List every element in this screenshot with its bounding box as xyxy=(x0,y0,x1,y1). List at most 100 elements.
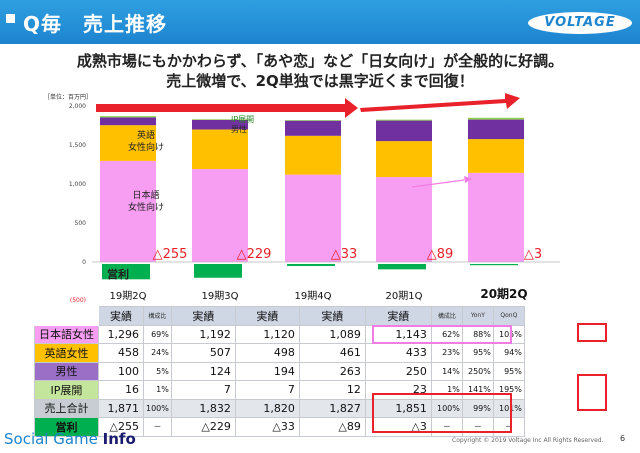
table-cell: △229 xyxy=(170,417,236,437)
highlight-box-qonq-ip xyxy=(577,374,607,411)
profit-bar xyxy=(287,264,335,266)
table-cell: 23% xyxy=(430,343,463,363)
series-label-male: 男性 xyxy=(231,124,247,134)
highlight-box-jp xyxy=(372,325,512,344)
table-row: 売上合計 1,871 100% 1,832 1,820 1,827 1,851 100% 99%… xyxy=(34,398,525,418)
voltage-logo: VOLTAGE xyxy=(528,12,632,34)
header-cell: 実績 xyxy=(364,306,432,326)
table-cell: 99% xyxy=(461,398,494,418)
header-cell: 実績 xyxy=(98,306,144,326)
bar-segment-1 xyxy=(100,160,156,262)
y-tick-label: 0 xyxy=(82,259,86,266)
table-cell: 1,192 xyxy=(170,324,236,344)
pink-arrow-line xyxy=(411,179,465,188)
bar-segment-2 xyxy=(285,135,341,175)
bar-segment-1 xyxy=(376,177,432,262)
series-label-english: 英語 xyxy=(137,129,155,141)
profit-label: △3 xyxy=(524,247,542,262)
bar-segment-4 xyxy=(376,119,432,121)
table-body: 日本語女性 1,296 69% 1,192 1,120 1,089 1,143 62% 88% 1… xyxy=(34,324,525,437)
highlight-box-qonq-jp xyxy=(577,323,607,342)
bar-segment-3 xyxy=(192,119,248,130)
bullet-square-icon xyxy=(6,14,15,23)
table-cell: 95% xyxy=(461,343,494,363)
y-tick-label: 1,000 xyxy=(69,181,86,188)
bar-segment-3 xyxy=(376,120,432,142)
table-cell: 1,820 xyxy=(234,398,300,418)
row-label: IP展開 xyxy=(34,380,99,400)
table-cell: 7 xyxy=(170,380,236,400)
bar-segment-3 xyxy=(285,120,341,136)
bar-segment-4 xyxy=(285,120,341,121)
header-cell: 実績 xyxy=(298,306,366,326)
table-cell: 69% xyxy=(143,324,172,344)
bar-segment-1 xyxy=(285,174,341,262)
table-cell: 1% xyxy=(143,380,172,400)
series-label-english: 女性向け xyxy=(128,141,164,153)
bar-segment-4 xyxy=(468,117,524,120)
table-cell: 16 xyxy=(98,380,144,400)
bar-segment-2 xyxy=(100,125,156,161)
table-cell: 124 xyxy=(170,361,236,381)
sales-table: 実績 構成比 実績 実績 実績 実績 構成比 YonY QonQ 日本語女性 1,… xyxy=(34,306,525,437)
y-tick-label: (500) xyxy=(70,297,86,304)
profit-bar xyxy=(102,264,150,280)
title-bar: Q毎 売上推移 VOLTAGE xyxy=(0,0,640,44)
bar-segment-2 xyxy=(376,141,432,178)
table-corner xyxy=(34,306,99,326)
table-cell: 1,089 xyxy=(298,324,366,344)
bar-segment-2 xyxy=(468,139,524,173)
profit-bar xyxy=(194,264,242,278)
brand-prefix: Social Game xyxy=(4,430,103,448)
brand-suffix: Info xyxy=(102,430,136,448)
row-label: 男性 xyxy=(34,361,99,381)
row-label: 日本語女性 xyxy=(34,324,99,344)
row-label: 英語女性 xyxy=(34,343,99,363)
headline-line-2: 売上微増で、2Q単独では黒字近くまで回復！ xyxy=(166,72,474,90)
pink-arrow-head xyxy=(464,176,472,183)
category-label: 19期4Q xyxy=(295,290,332,302)
header-cell: YonY xyxy=(461,306,494,326)
bar-segment-3 xyxy=(468,119,524,140)
header-cell: 構成比 xyxy=(143,306,172,326)
table-cell: 7 xyxy=(234,380,300,400)
header-cell: QonQ xyxy=(492,306,525,326)
table-cell: 1,296 xyxy=(98,324,144,344)
y-tick-label: 500 xyxy=(75,220,87,227)
profit-label: △229 xyxy=(237,247,272,262)
table-cell: 194 xyxy=(234,361,300,381)
bar-segment-4 xyxy=(192,119,248,120)
profit-bar xyxy=(378,264,426,270)
bar-segment-2 xyxy=(192,129,248,170)
category-label: 19期3Q xyxy=(202,290,239,302)
trend-arrow-left xyxy=(96,98,358,118)
table-cell: 1,851 xyxy=(364,398,432,418)
table-row: 日本語女性 1,296 69% 1,192 1,120 1,089 1,143 62% 88% 1… xyxy=(34,324,525,344)
table-cell: 433 xyxy=(364,343,432,363)
category-label: 20期1Q xyxy=(386,290,423,302)
table-cell: △255 xyxy=(98,417,144,437)
table-cell: 95% xyxy=(492,361,525,381)
category-label: 19期2Q xyxy=(110,290,147,302)
header-cell: 実績 xyxy=(170,306,236,326)
table-row: 英語女性 458 24% 507 498 461 433 23% 95% 94% xyxy=(34,343,525,363)
header-cell: 実績 xyxy=(234,306,300,326)
y-tick-label: 1,500 xyxy=(69,142,86,149)
table-cell: － xyxy=(143,417,172,437)
table-cell: 507 xyxy=(170,343,236,363)
socialgameinfo-logo: Social Game Info xyxy=(4,430,136,448)
table-cell: 24% xyxy=(143,343,172,363)
headline-line-1: 成熟市場にもかかわらず、「あや恋」など「日女向け」が全般的に好調。 xyxy=(76,52,564,70)
series-label-japanese: 女性向け xyxy=(128,201,164,213)
sales-chart: ［単位：百万円］ 2,000 1,500 1,000 500 0 (500) △255 △229… xyxy=(44,93,560,304)
table-cell: 461 xyxy=(298,343,366,363)
table-cell: 94% xyxy=(492,343,525,363)
category-label: 20期2Q xyxy=(480,286,527,301)
series-label-japanese: 日本語 xyxy=(132,189,159,201)
profit-bar xyxy=(470,264,518,266)
table-cell: 12 xyxy=(298,380,366,400)
table-cell: 14% xyxy=(430,361,463,381)
table-row: 営利 △255 － △229 △33 △89 △3 －－－ xyxy=(34,417,525,437)
series-label-ip: IP展開 xyxy=(231,115,254,124)
table-cell: 1,827 xyxy=(298,398,366,418)
